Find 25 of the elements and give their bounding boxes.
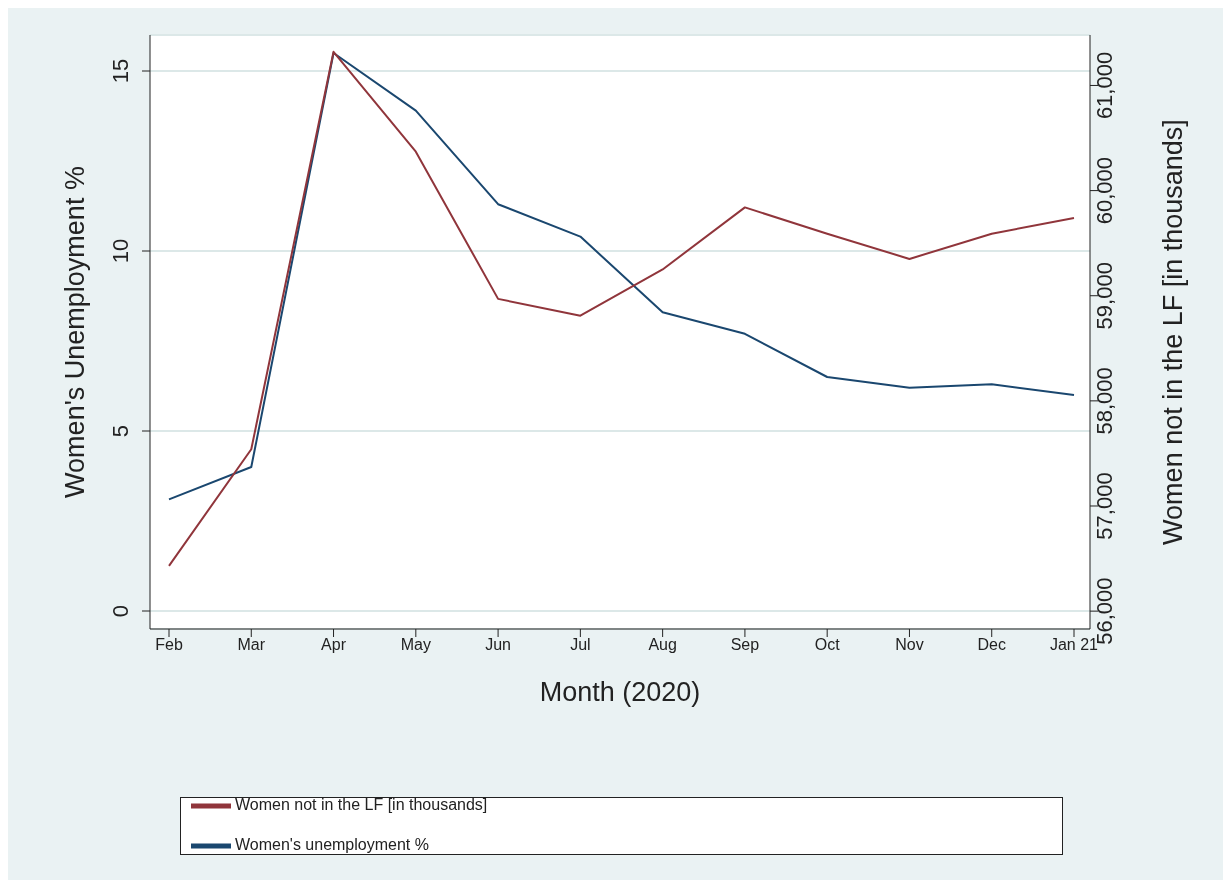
y-tick-label: 0 (108, 604, 133, 618)
x-tick-label: Oct (814, 636, 841, 654)
y2-tick-label: 59,000 (1092, 262, 1117, 330)
legend-label: Women not in the LF [in thousands] (235, 796, 488, 814)
x-tick-label: Aug (648, 636, 677, 654)
x-tick-label: Apr (321, 636, 347, 654)
y-axis-title: Women's Unemployment % (59, 166, 90, 498)
y-tick-label: 15 (108, 58, 133, 84)
x-tick-label: Dec (977, 636, 1006, 654)
y-tick-label: 5 (108, 424, 133, 438)
x-tick-label: Nov (895, 636, 924, 654)
x-tick-label: Sep (730, 636, 760, 654)
y-tick-label: 10 (108, 238, 133, 264)
x-tick-label: May (400, 636, 431, 654)
x-tick-label: Feb (155, 636, 183, 654)
legend-label: Women's unemployment % (235, 836, 429, 854)
y2-tick-label: 61,000 (1092, 51, 1117, 120)
y2-tick-label: 57,000 (1092, 472, 1117, 540)
x-axis-title: Month (2020) (539, 677, 701, 707)
y2-axis-title: Women not in the LF [in thousands] (1157, 119, 1188, 545)
x-tick-label: Jun (485, 636, 511, 654)
x-tick-label: Mar (237, 636, 266, 654)
y2-tick-label: 58,000 (1092, 367, 1117, 435)
x-tick-label: Jul (570, 636, 591, 654)
y2-tick-label: 60,000 (1092, 156, 1117, 225)
